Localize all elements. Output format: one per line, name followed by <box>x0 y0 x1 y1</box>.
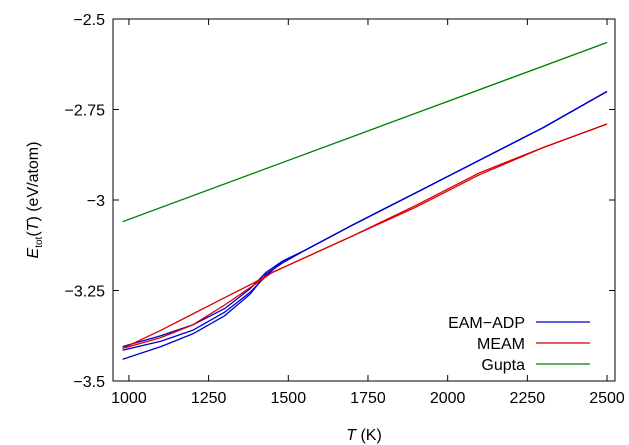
series-line-eam-adp-2 <box>122 90 608 351</box>
legend: EAM−ADP MEAM Gupta <box>448 315 590 374</box>
legend-label: Gupta <box>481 357 525 374</box>
x-tick-label: 2250 <box>510 390 546 407</box>
y-axis-label-t: T <box>25 220 42 231</box>
series-line-gupta-0 <box>122 41 608 223</box>
legend-label: MEAM <box>477 336 525 353</box>
series-line-meam-0 <box>122 123 608 349</box>
x-tick-label: 1250 <box>191 390 227 407</box>
x-tick-label: 1750 <box>350 390 386 407</box>
series-line-meam-1 <box>122 123 608 350</box>
x-tick-label: 1500 <box>271 390 307 407</box>
y-axis-label-var: E <box>25 247 42 258</box>
x-tick-label: 2000 <box>430 390 466 407</box>
x-axis-label-var: T <box>346 427 357 444</box>
y-axis-label: Etot(T) (eV/atom) <box>25 142 45 259</box>
x-tick-label: 1000 <box>111 390 147 407</box>
y-tick-label: −3 <box>87 193 105 210</box>
y-axis-label-paren: ( <box>25 231 42 237</box>
legend-label: EAM−ADP <box>448 315 525 332</box>
ticks-layer: 1000 1250 1500 1750 2000 2250 2500 −3.5 −3.25 −3 −… <box>65 12 625 407</box>
x-tick-label: 2500 <box>589 390 625 407</box>
x-axis-label-unit: (K) <box>356 427 382 444</box>
y-tick-label: −2.75 <box>65 103 106 120</box>
y-tick-label: −2.5 <box>73 12 105 29</box>
y-axis-label-sub: tot <box>34 236 45 247</box>
y-axis-label-unit: ) (eV/atom) <box>25 142 42 222</box>
y-tick-label: −3.5 <box>73 374 105 391</box>
y-tick-label: −3.25 <box>65 284 106 301</box>
x-axis-label: T (K) <box>346 427 382 444</box>
series-layer <box>122 41 608 360</box>
